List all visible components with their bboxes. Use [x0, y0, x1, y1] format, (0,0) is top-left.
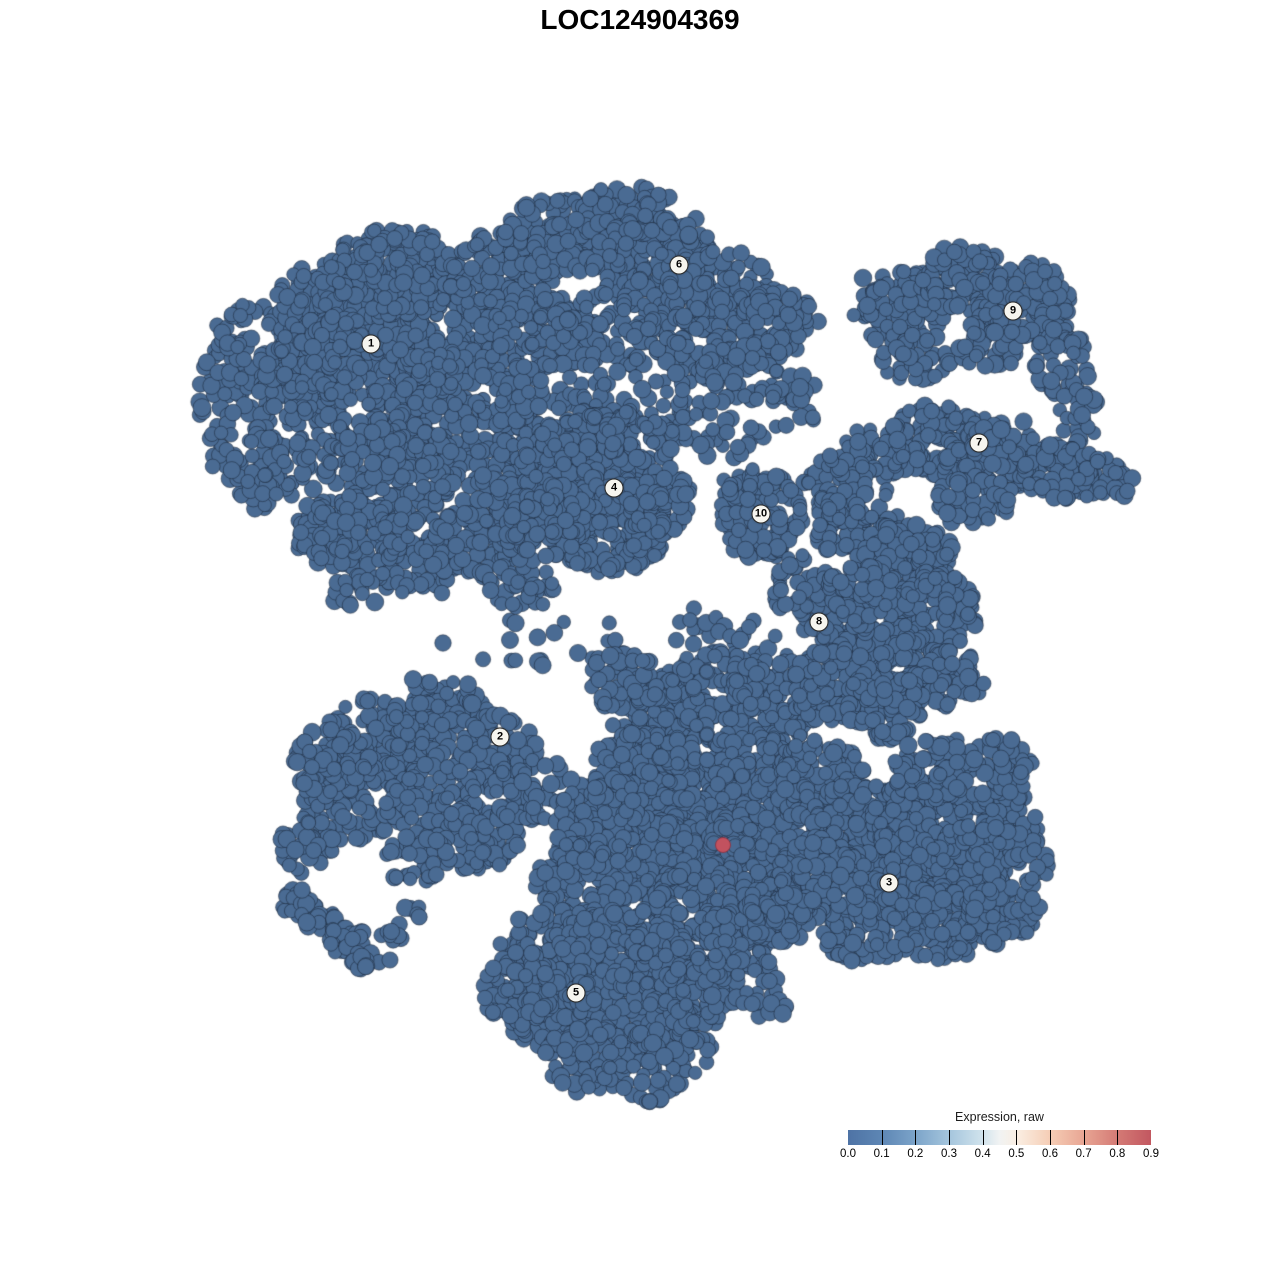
legend-tick-line [1083, 1130, 1085, 1145]
legend-tick-label: 0.7 [1075, 1148, 1092, 1160]
cluster-label-9: 9 [1003, 301, 1023, 321]
legend-tick-label: 0.1 [873, 1148, 890, 1160]
cluster-label-3: 3 [879, 873, 899, 893]
legend-tick-labels: 0.0 0.1 0.2 0.3 0.4 0.5 0.6 0.7 0.8 0.9 [840, 1148, 1159, 1162]
legend-tick-line [1016, 1130, 1018, 1145]
cluster-label-6: 6 [669, 255, 689, 275]
cluster-label-2: 2 [490, 727, 510, 747]
cluster-label-5: 5 [566, 983, 586, 1003]
cluster-label-7: 7 [969, 433, 989, 453]
legend-tick-label: 0.8 [1109, 1148, 1126, 1160]
legend-tick-label: 0.4 [974, 1148, 991, 1160]
legend-gradient-bar [848, 1130, 1151, 1145]
cluster-label-1: 1 [361, 334, 381, 354]
legend-tick-line [949, 1130, 950, 1145]
cluster-label-4: 4 [604, 478, 624, 498]
legend-tick-line [1117, 1130, 1119, 1145]
cluster-label-8: 8 [809, 612, 829, 632]
legend-tick-label: 0.5 [1008, 1148, 1025, 1160]
legend-tick-line [881, 1130, 883, 1145]
legend-tick-label: 0.3 [941, 1148, 957, 1160]
legend-tick-line [982, 1130, 984, 1145]
legend-tick-label: 0.2 [907, 1148, 924, 1160]
legend-title: Expression, raw [955, 1110, 1044, 1124]
legend-tick-line [1050, 1130, 1051, 1145]
legend-tick-label: 0.9 [1143, 1148, 1159, 1160]
legend-tick-label: 0.6 [1042, 1148, 1058, 1160]
legend-tick-line [915, 1130, 917, 1145]
cluster-label-10: 10 [751, 504, 771, 524]
legend-tick-label: 0.0 [840, 1148, 856, 1160]
